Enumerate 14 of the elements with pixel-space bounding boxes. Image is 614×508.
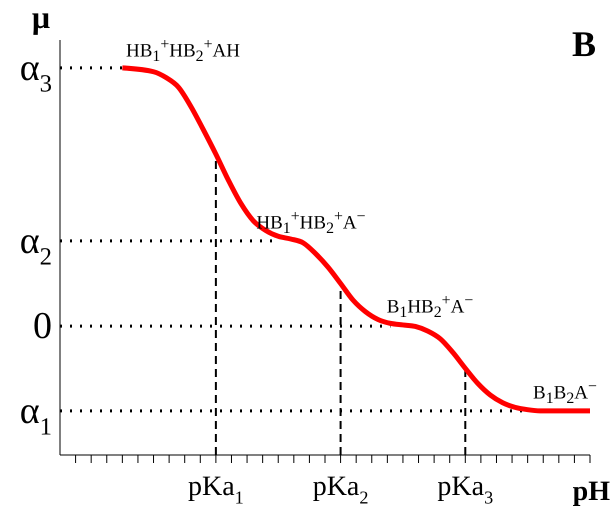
ref-line-label: α$_{1}$ [20, 390, 52, 440]
ref-line-label: α$_{3}$ [20, 46, 52, 98]
annotation: HB$_{1}$$^{+}$HB$_{2}$$^{+}$A$^{−}$ [256, 207, 366, 240]
ref-line-label: α$_{2}$ [20, 220, 52, 270]
x-tick-label: pKa$_{1}$ [188, 471, 244, 508]
x-tick-label: pKa$_{3}$ [437, 471, 494, 508]
annotation: B$_{1}$HB$_{2}$$^{+}$A$^{−}$ [386, 291, 474, 324]
ref-line-label: 0 [33, 305, 52, 348]
x-axis-title: pH [572, 476, 610, 507]
x-tick-label: pKa$_{2}$ [312, 471, 368, 508]
y-axis-title: μ [32, 0, 50, 35]
annotation: B$_{1}$B$_{2}$A$^{−}$ [533, 377, 597, 410]
text: HB$_{1}$$^{+}$HB$_{2}$$^{+}$AH [126, 35, 240, 68]
text: B [572, 24, 596, 64]
